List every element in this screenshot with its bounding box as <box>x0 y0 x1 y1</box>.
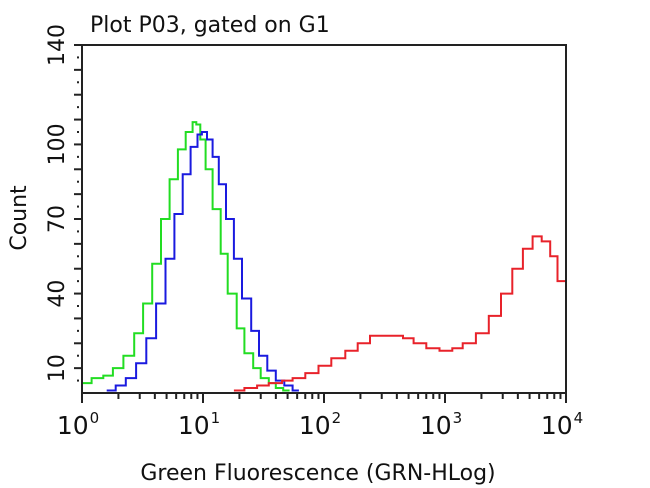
y-tick-label: 140 <box>45 24 70 66</box>
x-axis: 100 101 102 103 104 <box>57 393 583 440</box>
x-tick-label: 104 <box>541 409 583 440</box>
plot-frame <box>81 44 567 394</box>
series-red-line <box>233 235 567 392</box>
y-axis: 10 40 70 100 140 <box>45 24 82 382</box>
y-tick-label: 40 <box>45 280 70 308</box>
y-axis-title: Count <box>7 185 32 251</box>
plot-series <box>82 121 567 392</box>
x-tick-label: 102 <box>299 409 341 440</box>
x-tick-label: 100 <box>57 409 99 440</box>
y-tick-label: 10 <box>45 354 70 382</box>
series-green-line <box>82 121 290 392</box>
y-tick-label: 100 <box>45 123 70 165</box>
x-tick-label: 103 <box>420 409 462 440</box>
chart-title: Plot P03, gated on G1 <box>90 13 330 38</box>
x-tick-label: 101 <box>178 409 220 440</box>
series-blue-line <box>106 131 299 392</box>
y-tick-label: 70 <box>45 205 70 233</box>
y-axis-label: Count <box>7 185 32 251</box>
x-axis-title: Green Fluorescence (GRN-HLog) <box>140 461 495 486</box>
